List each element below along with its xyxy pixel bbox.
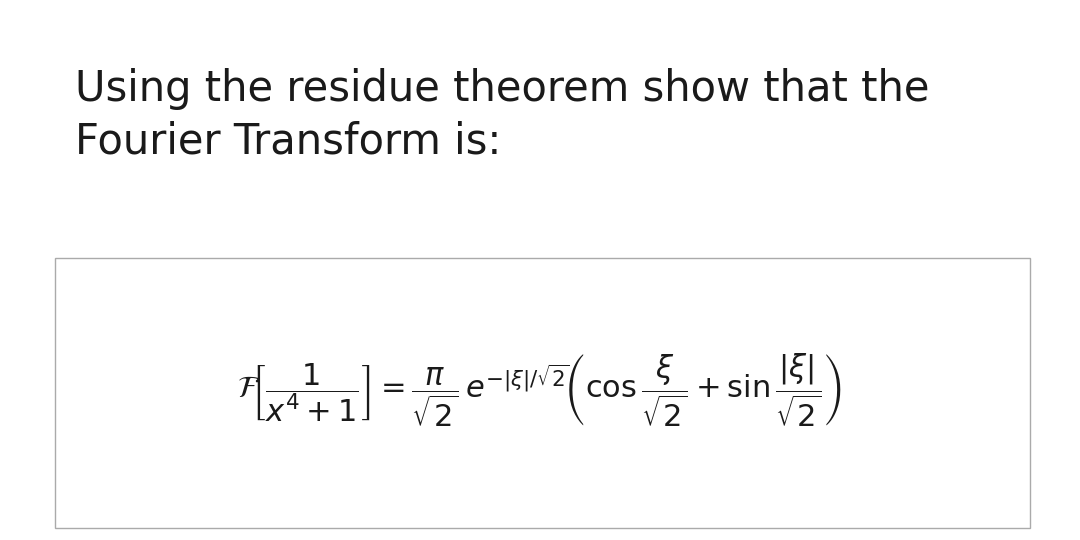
- Text: $\mathcal{F}\!\left[\dfrac{1}{x^4+1}\right] = \dfrac{\pi}{\sqrt{2}}\,e^{-|\xi|/\: $\mathcal{F}\!\left[\dfrac{1}{x^4+1}\rig…: [238, 351, 842, 429]
- Text: Fourier Transform is:: Fourier Transform is:: [75, 120, 501, 162]
- Bar: [55, 258, 1030, 528]
- Text: Using the residue theorem show that the: Using the residue theorem show that the: [75, 68, 930, 110]
